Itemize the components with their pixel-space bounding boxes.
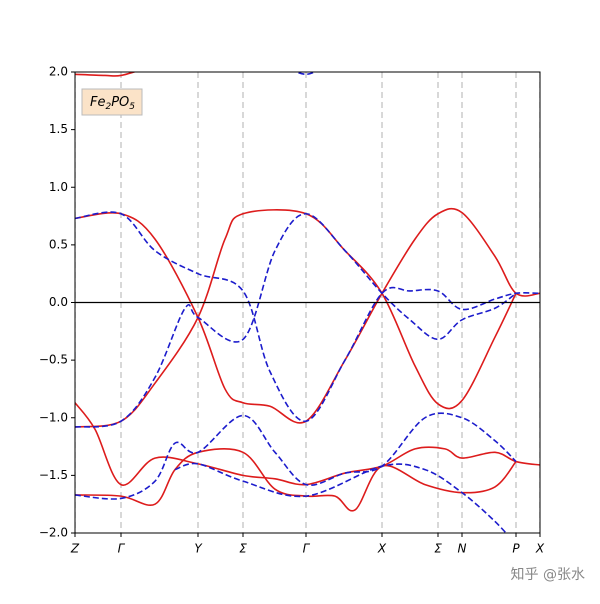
y-tick-label: −0.5 [39, 353, 68, 367]
band-line [174, 462, 508, 533]
y-tick-label: 2.0 [49, 65, 68, 79]
band-line [75, 448, 517, 512]
x-tick-label: Z [70, 542, 80, 556]
band-line [75, 209, 517, 428]
annotation: Fe2PO5 [90, 95, 135, 112]
watermark: 知乎 @张水 [511, 566, 585, 583]
band-line [75, 212, 517, 428]
x-tick-label: Γ [303, 542, 311, 556]
band-line [75, 72, 137, 77]
band-line [75, 211, 540, 423]
annotation-part: 5 [129, 102, 135, 112]
x-tick-label: X [377, 542, 387, 556]
x-tick-label: Y [194, 542, 203, 556]
annotation-part: 2 [105, 102, 111, 112]
y-tick-label: 1.0 [49, 180, 68, 194]
x-tick-label: Σ [239, 542, 247, 556]
band-line [75, 412, 517, 500]
plot-area [75, 72, 540, 533]
y-tick-label: 0.5 [49, 237, 68, 251]
x-tick-label: Γ [118, 542, 126, 556]
x-tick-label: X [535, 542, 545, 556]
y-tick-label: −2.0 [39, 526, 68, 540]
annotation-box [81, 88, 143, 116]
annotation-part: Fe [90, 95, 105, 110]
band-line [75, 207, 540, 424]
y-tick-label: 1.5 [49, 122, 68, 136]
y-tick-label: −1.5 [39, 468, 68, 482]
x-tick-label: N [458, 542, 467, 556]
y-tick-label: 0.0 [49, 295, 68, 309]
x-tick-label: Σ [434, 542, 442, 556]
annotation-part: PO [111, 95, 129, 110]
x-tick-label: P [512, 542, 520, 556]
band-line [75, 402, 540, 486]
y-tick-label: −1.0 [39, 410, 68, 424]
